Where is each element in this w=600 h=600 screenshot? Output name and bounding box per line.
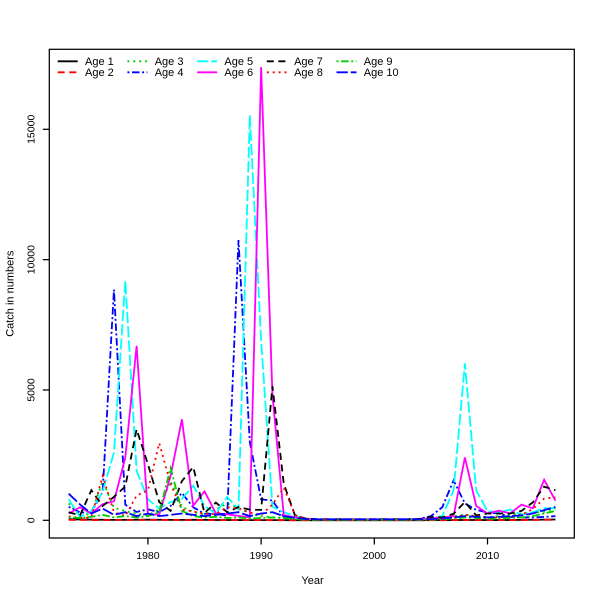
svg-text:Age 1: Age 1 bbox=[85, 56, 114, 68]
svg-text:Age 8: Age 8 bbox=[294, 67, 323, 79]
svg-text:Age 6: Age 6 bbox=[224, 67, 253, 79]
svg-text:Catch in numbers: Catch in numbers bbox=[5, 250, 17, 337]
svg-text:1980: 1980 bbox=[136, 550, 160, 562]
svg-text:2010: 2010 bbox=[476, 550, 500, 562]
svg-text:5000: 5000 bbox=[26, 378, 38, 402]
svg-text:2000: 2000 bbox=[363, 550, 387, 562]
svg-text:10000: 10000 bbox=[26, 245, 38, 274]
svg-text:Age 3: Age 3 bbox=[155, 56, 184, 68]
svg-text:Age 2: Age 2 bbox=[85, 67, 114, 79]
svg-text:15000: 15000 bbox=[26, 115, 38, 144]
svg-text:Age 9: Age 9 bbox=[364, 56, 393, 68]
svg-text:1990: 1990 bbox=[249, 550, 273, 562]
svg-text:Age 4: Age 4 bbox=[155, 67, 184, 79]
svg-text:0: 0 bbox=[26, 517, 38, 523]
svg-text:Age 5: Age 5 bbox=[224, 56, 253, 68]
svg-text:Age 7: Age 7 bbox=[294, 56, 323, 68]
svg-text:Age 10: Age 10 bbox=[364, 67, 399, 79]
svg-text:Year: Year bbox=[301, 575, 324, 587]
